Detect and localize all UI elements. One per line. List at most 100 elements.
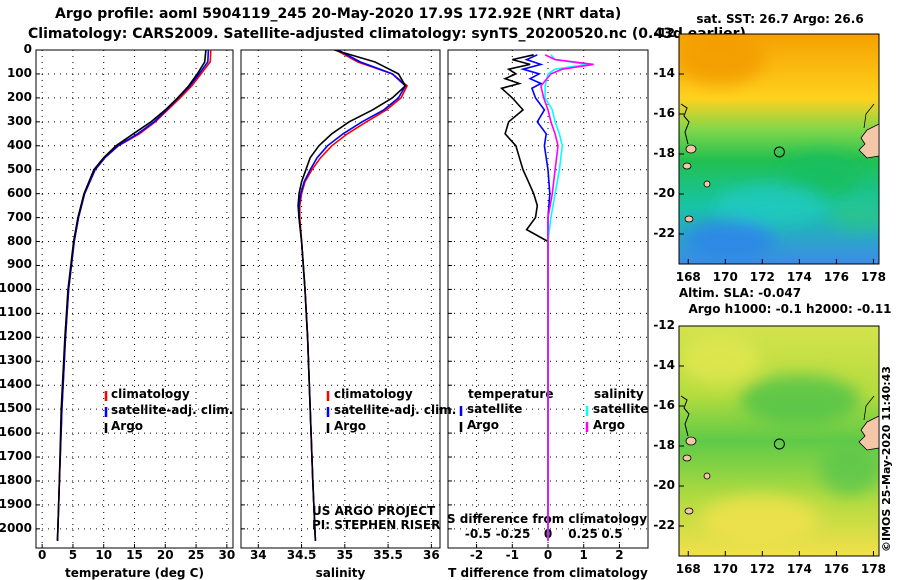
- series-s-argo: [540, 54, 594, 541]
- x-tick-label: -1: [505, 548, 519, 562]
- sla-island: [685, 436, 697, 446]
- x-tick-label: 20: [156, 548, 174, 562]
- depth-tick-label: 500: [6, 161, 32, 176]
- sst-lon-tick: 168: [675, 270, 701, 284]
- series-satellite-adj-clim-: [298, 49, 407, 541]
- salinity-legend-entry: climatology: [334, 387, 413, 401]
- salinity-frame: [240, 49, 441, 549]
- sla-island: [682, 454, 692, 462]
- sst-island: [682, 162, 692, 170]
- sst-island: [703, 180, 711, 188]
- depth-tick-label: 400: [6, 137, 32, 152]
- x-tick-label: 1: [579, 548, 588, 562]
- sst-lon-tick: 172: [749, 270, 775, 284]
- depth-tick-label: 1800: [0, 472, 32, 487]
- depth-tick-label: 600: [6, 185, 32, 200]
- depth-tick-label: 2000: [0, 520, 32, 535]
- depth-tick-label: 1700: [0, 449, 32, 464]
- sla-lat-tick: -20: [653, 478, 675, 492]
- s-difference-label: S difference from climatology: [446, 512, 648, 526]
- x-tick-label: 2: [615, 548, 624, 562]
- sst-lon-tick: 174: [786, 270, 812, 284]
- s-tick-label: 0.25: [568, 527, 598, 541]
- salinity-panel: [240, 49, 441, 549]
- sla-lon-tick: 176: [823, 562, 849, 576]
- chart-title-line1: Argo profile: aoml 5904119_245 20-May-20…: [55, 6, 622, 22]
- sla-lon-tick: 174: [786, 562, 812, 576]
- sst-lon-tick: 170: [712, 270, 738, 284]
- sla-island-outline: [680, 395, 690, 437]
- chart-title-line2: Climatology: CARS2009. Satellite-adjuste…: [28, 26, 746, 42]
- credit-project: US ARGO PROJECT: [312, 504, 436, 518]
- series-t-satellite: [520, 54, 551, 541]
- sla-lat-tick: -18: [653, 438, 675, 452]
- temperature-panel: [35, 49, 234, 549]
- diff-legend-sal-entry: satellite: [593, 402, 649, 416]
- imos-timestamp: ©IMOS 25-May-2020 11:40:43: [880, 366, 893, 552]
- x-tick-label: 25: [187, 548, 205, 562]
- salinity-xlabel: salinity: [315, 566, 366, 580]
- sla-lon-tick: 170: [712, 562, 738, 576]
- difference-panel: [447, 49, 649, 549]
- temperature-frame: [35, 49, 234, 549]
- temperature-legend-entry: satellite-adj. clim.: [111, 403, 234, 417]
- sst-lat-tick: -22: [653, 226, 675, 240]
- series-argo: [56, 49, 207, 541]
- x-tick-label: 0: [37, 548, 47, 562]
- sla-lat-tick: -16: [653, 398, 675, 412]
- sla-island: [703, 472, 711, 480]
- sla-lon-tick: 172: [749, 562, 775, 576]
- depth-tick-label: 1900: [0, 496, 32, 511]
- x-tick-label: 35.5: [373, 548, 403, 562]
- series-satellite-adj-clim-: [56, 49, 210, 541]
- s-tick-label: -0.25: [495, 527, 531, 541]
- sla-lat-tick: -22: [653, 518, 675, 532]
- sla-lon-tick: 168: [675, 562, 701, 576]
- sla-map: [678, 325, 880, 557]
- sst-fiji-outline: [863, 103, 875, 129]
- x-tick-label: 34.5: [286, 548, 317, 562]
- diff-legend-temp-entry: Argo: [467, 418, 500, 432]
- depth-tick-label: 1100: [0, 305, 32, 320]
- sla-map-title1: Altim. SLA: -0.047: [678, 286, 802, 300]
- sst-island: [685, 144, 697, 154]
- depth-tick-label: 1500: [0, 401, 32, 416]
- depth-tick-label: 1000: [0, 281, 32, 296]
- diff-legend-temp-title: temperature: [468, 387, 554, 401]
- depth-tick-label: 300: [6, 113, 32, 128]
- sst-lon-tick: 178: [860, 270, 886, 284]
- diff-legend-temp-entry: satellite: [467, 402, 523, 416]
- x-tick-label: -2: [469, 548, 484, 562]
- sla-lat-tick: -14: [653, 358, 675, 372]
- series-s-satellite: [544, 54, 589, 541]
- salinity-legend-entry: satellite-adj. clim.: [334, 403, 457, 417]
- depth-tick-label: 1400: [0, 377, 32, 392]
- depth-tick-label: 700: [6, 209, 32, 224]
- x-tick-label: 5: [68, 548, 78, 562]
- sst-island-outline: [680, 103, 690, 145]
- diff-legend-sal-entry: Argo: [593, 418, 626, 432]
- x-tick-label: 36: [422, 548, 440, 562]
- sst-lat-tick: -14: [653, 66, 675, 80]
- x-tick-label: 34: [249, 548, 267, 562]
- sst-island: [684, 215, 694, 223]
- sla-lon-tick: 178: [860, 562, 886, 576]
- sst-lat-tick: -16: [653, 106, 675, 120]
- depth-tick-label: 900: [6, 257, 32, 272]
- sla-map-title2: Argo h1000: -0.1 h2000: -0.11: [688, 302, 892, 316]
- x-tick-label: 10: [95, 548, 113, 562]
- sst-fiji: [858, 123, 880, 159]
- sst-lat-tick: -12: [653, 26, 675, 40]
- x-tick-label: 0: [543, 548, 553, 562]
- x-tick-label: 15: [126, 548, 143, 562]
- depth-tick-label: 1200: [0, 329, 32, 344]
- credit-pi: PI: STEPHEN RISER: [312, 518, 441, 532]
- series-climatology: [56, 49, 212, 541]
- sst-profile-marker: [773, 146, 785, 158]
- sla-fiji: [858, 415, 880, 451]
- temperature-xlabel: temperature (deg C): [65, 566, 204, 580]
- sst-map-title: sat. SST: 26.7 Argo: 26.6: [696, 12, 864, 26]
- sla-fiji-outline: [863, 395, 875, 421]
- s-tick-label: -0.5: [464, 527, 492, 541]
- sla-island: [684, 507, 694, 515]
